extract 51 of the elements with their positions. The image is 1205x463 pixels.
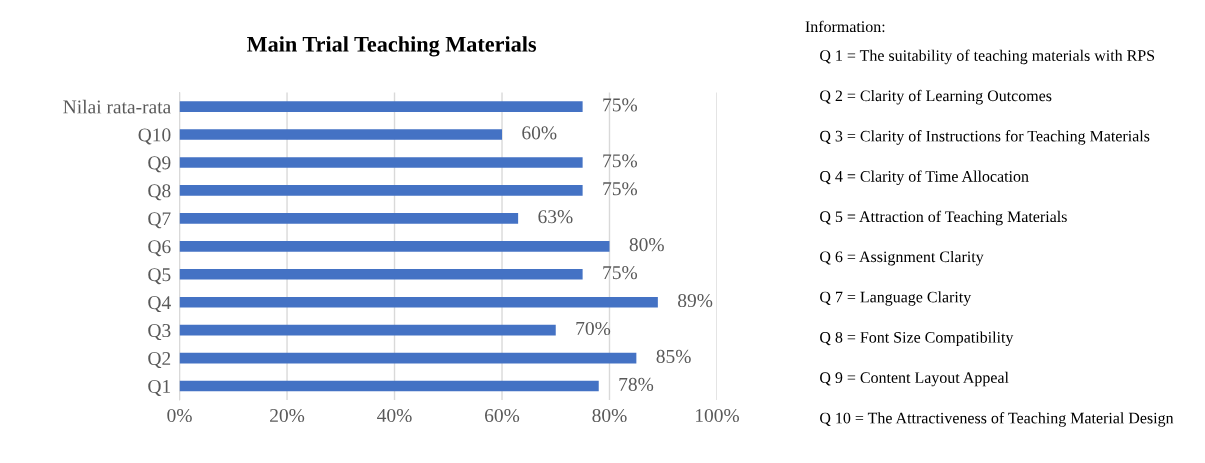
x-tick-label: 100%: [696, 408, 739, 423]
bar: [179, 268, 583, 280]
data-label: 78%: [619, 377, 654, 391]
data-label: 80%: [629, 238, 664, 252]
bar: [179, 157, 583, 168]
text: Q 3 = Clarity of Instructions for Teaching Materials: [820, 130, 1150, 145]
chart-title: Main Trial Teaching Materials: [247, 36, 537, 57]
bar: [179, 352, 637, 364]
text: Q 4 = Clarity of Time Allocation: [820, 170, 1029, 186]
y-tick-label: Q1: [148, 379, 171, 396]
text: Q 5 = Attraction of Teaching Materials: [820, 210, 1067, 226]
bar: [179, 241, 610, 252]
bar: [179, 129, 502, 140]
bar: [179, 296, 658, 308]
text: Q 9 = Content Layout Appeal: [820, 371, 1009, 387]
y-tick-label: Q4: [148, 296, 171, 313]
y-tick-label: Q2: [148, 351, 171, 369]
data-label: 63%: [538, 210, 573, 224]
bar: [179, 324, 556, 336]
x-tick-label: 0%: [167, 408, 192, 423]
data-label: 75%: [603, 182, 638, 196]
text: Q 7 = Language Clarity: [820, 291, 972, 306]
y-tick-label: Q8: [148, 184, 171, 201]
y-tick-label: Q7: [148, 212, 171, 229]
bar: [179, 213, 519, 224]
data-label: 75%: [603, 154, 638, 168]
x-tick-label: 60%: [485, 408, 520, 423]
x-tick-label: 40%: [377, 408, 412, 423]
x-tick-label: 80%: [592, 408, 627, 423]
data-label: 89%: [678, 293, 713, 308]
bar: [179, 380, 599, 392]
x-tick-label: 20%: [270, 408, 305, 423]
text: Q 2 = Clarity of Learning Outcomes: [820, 89, 1052, 105]
text: Q 6 = Assignment Clarity: [820, 250, 984, 266]
y-tick-label: Q9: [148, 156, 171, 173]
y-tick-label: Q6: [148, 240, 171, 257]
text: Information:: [805, 20, 885, 33]
text: Q 1 = The suitability of teaching materials with RPS: [820, 49, 1155, 65]
data-label: 75%: [603, 266, 638, 280]
data-label: 85%: [656, 349, 691, 364]
y-tick-label: Nilai rata-rata: [63, 99, 171, 114]
bar: [179, 185, 583, 196]
text: Q 10 = The Attractiveness of Teaching Material Design: [820, 412, 1174, 427]
data-label: 75%: [603, 98, 638, 112]
data-label: 60%: [522, 126, 557, 140]
bar: [179, 101, 583, 112]
text: Q 8 = Font Size Compatibility: [820, 331, 1014, 347]
y-tick-label: Q5: [148, 268, 171, 285]
data-label: 70%: [576, 321, 611, 336]
y-tick-label: Q10: [138, 128, 171, 145]
y-tick-label: Q3: [148, 324, 171, 341]
